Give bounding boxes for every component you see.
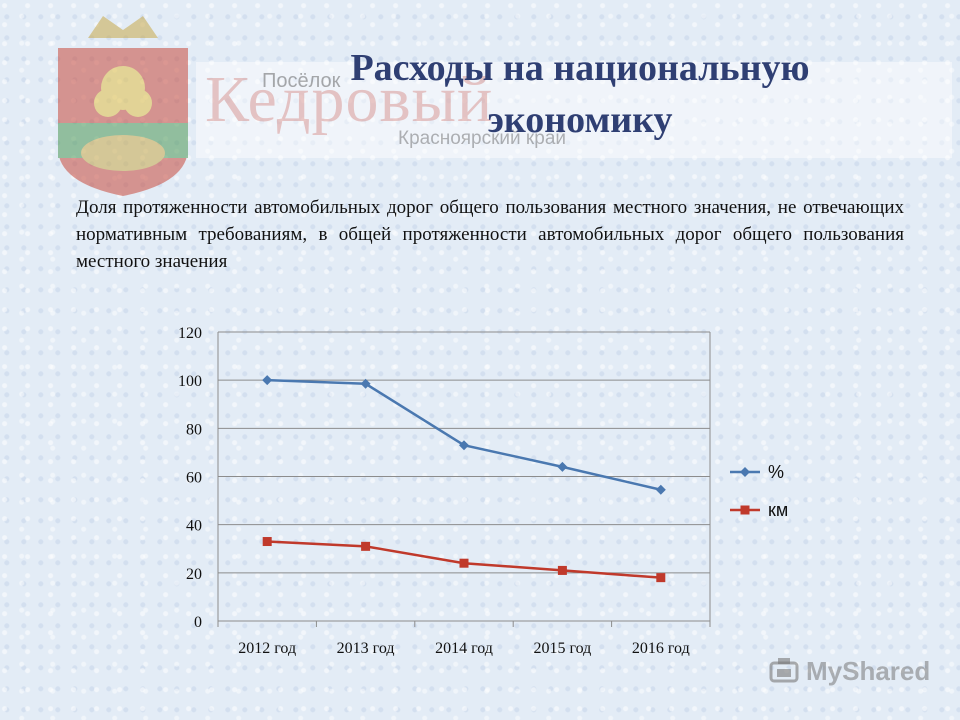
data-point-1 (262, 375, 273, 386)
line-chart: 0 20 40 60 80 100 120 2012 год 2013 год 2014 год 2… (178, 325, 788, 657)
y-tick-label: 60 (186, 470, 202, 487)
legend-label-1: % (768, 462, 784, 482)
x-tick-label: 2012 год (238, 640, 296, 657)
series-line-1 (267, 378, 662, 491)
data-point-2 (361, 541, 371, 551)
data-point-1 (459, 440, 469, 451)
data-point-1 (557, 461, 568, 472)
page-title: Расходы на национальную экономику (300, 42, 860, 146)
data-point-2 (262, 537, 272, 547)
y-tick-label: 100 (178, 373, 202, 390)
town-prefix: Посёлок (262, 70, 341, 92)
x-tick-label: 2015 год (533, 640, 591, 657)
data-point-1 (655, 484, 666, 495)
watermark-text: MyShared (806, 656, 931, 686)
town-region: Красноярский край (398, 128, 566, 149)
coat-of-arms-logo (58, 16, 188, 196)
x-tick-label: 2013 год (337, 640, 395, 657)
town-name: Кедровый (205, 63, 494, 136)
myshared-logo-icon (769, 658, 799, 683)
legend-label-2: км (768, 500, 788, 520)
y-tick-label: 80 (186, 421, 202, 438)
data-point-2 (656, 573, 666, 583)
y-tick-label: 120 (178, 325, 202, 342)
town-banner (196, 62, 952, 158)
legend-marker-2 (740, 505, 750, 515)
x-tick-label: 2014 год (435, 640, 493, 657)
y-tick-label: 0 (194, 614, 202, 631)
data-point-2 (459, 558, 469, 568)
title-line-2: экономику (487, 99, 673, 141)
y-tick-label: 40 (186, 518, 202, 535)
data-point-1 (360, 378, 371, 389)
data-point-2 (557, 565, 567, 575)
legend-marker-1 (740, 467, 750, 477)
title-line-1: Расходы на национальную (350, 47, 810, 89)
chart-subtitle: Доля протяженности автомобильных дорог о… (76, 197, 904, 272)
x-tick-label: 2016 год (632, 640, 690, 657)
y-tick-label: 20 (186, 566, 202, 583)
